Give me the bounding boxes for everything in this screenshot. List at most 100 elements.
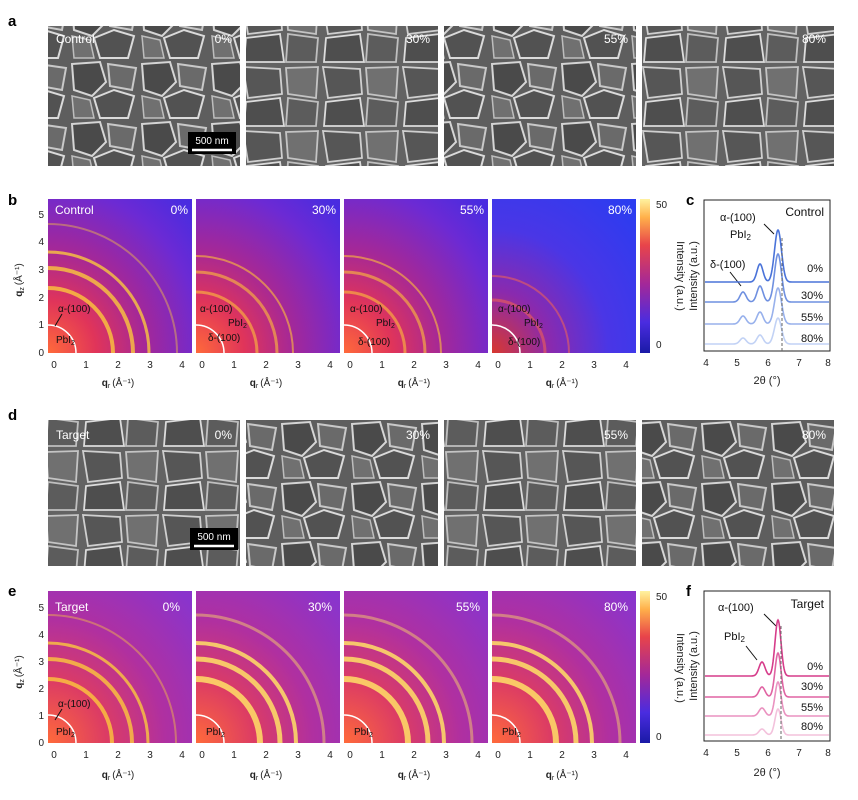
sem-a-55 [444,26,636,166]
b30-xtick-1: 1 [231,360,237,371]
c-plot-frame [703,199,831,352]
e80-annot-pbi2: PbI2 [502,727,521,739]
panel-a-sem: Control 0% 30% 55% 80% 500 nm [48,26,834,166]
giwaxs-b-sample-label: Control [55,203,94,217]
inner-arcs-e [47,714,521,744]
panel-d-letter: d [8,407,17,424]
c-title: Control [785,205,824,219]
giwaxs-e-humidity-0: 0% [163,600,181,614]
panel-b-letter: b [8,192,17,209]
giwaxs-e-55 [344,591,488,743]
e0-xtick-3: 3 [147,750,153,761]
b80-annot-pbi2: PbI2 [524,318,543,330]
giwaxs-e-0 [48,591,192,743]
e-colorbar-label: Intensity (a.u.) [674,633,686,703]
e-ytick-5: 5 [38,603,44,614]
b55-xtick-1: 1 [379,360,385,371]
f-curve-2 [705,680,829,717]
e-ytick-1: 1 [38,711,44,722]
panel-f-xrd: Target α-(100) PbI2 0% 30% 55% 80% 4 5 6… [688,590,831,779]
e80-xlabel: qr (Å⁻¹) [546,768,578,782]
b-ylabel: qz(Å⁻¹) [12,263,26,297]
e0-annot-alpha-leader [54,708,63,721]
rings-e-0 [47,614,177,744]
b80-xtick-2: 2 [559,360,565,371]
giwaxs-b-0 [48,199,192,353]
e-ytick-4: 4 [38,630,44,641]
c-ylabel: Intensity (a.u.) [688,241,700,311]
e30-xtick-3: 3 [295,750,301,761]
b-ytick-5: 5 [38,210,44,221]
f-x-axis: 4 5 6 7 8 [703,748,831,759]
c-xtick-4: 4 [703,358,709,369]
giwaxs-b-humidity-0: 0% [171,203,189,217]
b-ytick-2: 2 [38,293,44,304]
e0-xtick-1: 1 [83,750,89,761]
b55-annot-delta: δ-(100) [358,337,390,348]
e0-annot-alpha: α-(100) [58,699,90,710]
giwaxs-e-humidity-80: 80% [604,600,628,614]
e30-xtick-2: 2 [263,750,269,761]
e30-xlabel: qr (Å⁻¹) [250,768,282,782]
e-ytick-2: 2 [38,684,44,695]
e55-xlabel: qr (Å⁻¹) [398,768,430,782]
scale-bar-d-label: 500 nm [197,532,230,543]
scale-bar-a-label: 500 nm [195,136,228,147]
f-xtick-4: 4 [703,748,709,759]
f-xlabel: 2θ (°) [753,767,780,779]
b30-xtick-4: 4 [327,360,333,371]
b30-annot-pbi2: PbI2 [228,318,247,330]
sem-a-30 [246,26,438,166]
giwaxs-b-humidity-55: 55% [460,203,484,217]
c-peak-delta: δ-(100) [710,259,745,271]
panel-a-letter: a [8,13,17,30]
b30-xtick-3: 3 [295,360,301,371]
c-curve-label-1: 30% [801,290,823,302]
giwaxs-e-sample-label: Target [55,600,89,614]
sem-a-humidity-30: 30% [406,32,430,46]
e0-xtick-2: 2 [115,750,121,761]
panel-e-giwaxs: Target 0% 30% 55% 80% α-(100) PbI2 PbI2 … [12,591,686,782]
e0-annot-pbi2: PbI2 [56,727,75,739]
rings-b-30 [195,255,294,354]
rings-b-0 [47,223,178,354]
e80-xtick-4: 4 [623,750,629,761]
panel-c-letter: c [686,192,694,209]
giwaxs-b-80 [492,199,636,353]
sem-d-humidity-0: 0% [215,428,233,442]
panel-d-sem: Target 0% 30% 55% 80% 500 nm [48,420,834,566]
b55-xlabel: qr (Å⁻¹) [398,376,430,390]
e55-xtick-3: 3 [443,750,449,761]
b55-xtick-4: 4 [475,360,481,371]
sem-d-30 [246,420,438,566]
giwaxs-e-humidity-55: 55% [456,600,480,614]
b30-annot-alpha: α-(100) [200,304,232,315]
giwaxs-e-humidity-30: 30% [308,600,332,614]
rings-e-80 [491,613,622,744]
panel-c-xrd: Control α-(100) PbI2 δ-(100) 0% 30% 55% … [688,199,831,387]
b80-xlabel: qr (Å⁻¹) [546,376,578,390]
e-xlabels: qr (Å⁻¹) qr (Å⁻¹) qr (Å⁻¹) qr (Å⁻¹) [102,768,578,782]
e-colorbar-min: 0 [656,732,662,743]
e0-xtick-0: 0 [51,750,57,761]
giwaxs-b-humidity-80: 80% [608,203,632,217]
c-x-axis: 4 5 6 7 8 [703,358,831,369]
f-peak-alpha-leader [763,613,777,627]
f-title: Target [791,597,825,611]
f-curve-label-1: 30% [801,681,823,693]
b0-annot-alpha-leader [54,313,63,327]
e-y-axis: 0 1 2 3 4 5 [38,603,44,749]
giwaxs-b-humidity-30: 30% [312,203,336,217]
e-colorbar-max: 50 [656,592,668,603]
c-xlabel: 2θ (°) [753,375,780,387]
f-xtick-6: 6 [765,748,771,759]
sem-d-sample-label: Target [56,428,90,442]
rings-e-30 [195,613,326,744]
panel-f-letter: f [686,583,692,600]
e-ylabel: qz(Å⁻¹) [12,655,26,689]
b-colorbar-label: Intensity (a.u.) [674,241,686,311]
sem-a-humidity-80: 80% [802,32,826,46]
c-curve-label-0: 0% [807,263,823,275]
sem-a-humidity-0: 0% [215,32,233,46]
